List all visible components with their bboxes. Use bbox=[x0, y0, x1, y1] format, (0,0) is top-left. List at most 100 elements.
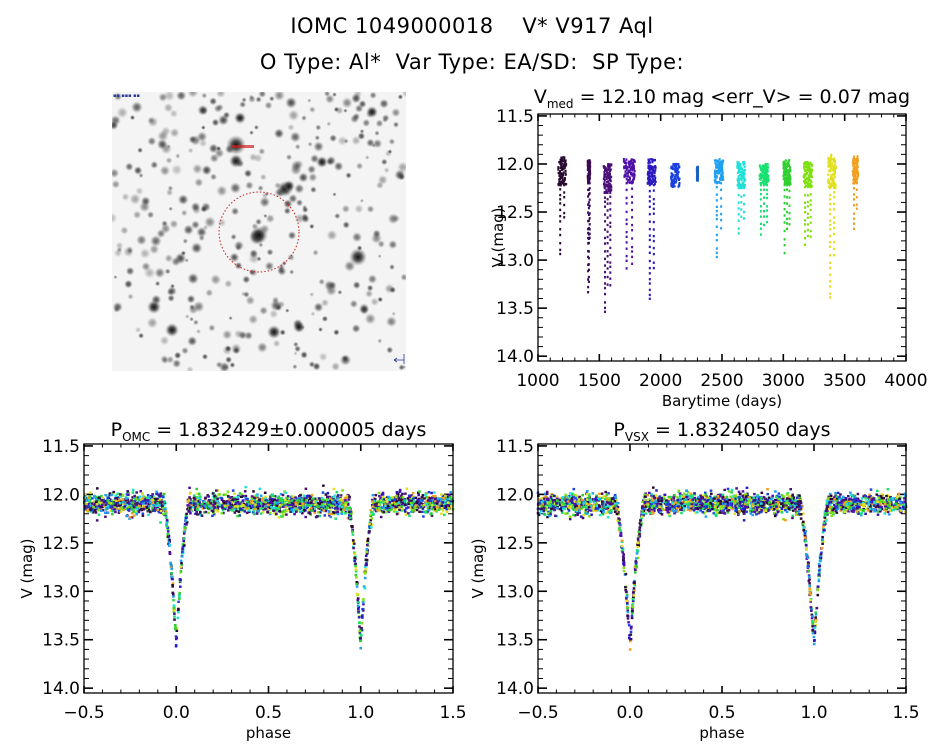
x-tick-label: 1.5 bbox=[892, 703, 919, 723]
data-point bbox=[198, 492, 201, 495]
data-point bbox=[675, 168, 678, 172]
field-star bbox=[264, 101, 273, 110]
data-point bbox=[119, 510, 123, 513]
data-point bbox=[400, 499, 403, 502]
data-point bbox=[397, 504, 400, 508]
data-point bbox=[829, 292, 832, 295]
data-point bbox=[140, 501, 143, 504]
data-point bbox=[276, 496, 280, 500]
data-point bbox=[743, 217, 745, 220]
data-point bbox=[151, 509, 154, 513]
data-point bbox=[413, 509, 416, 512]
data-point bbox=[831, 180, 834, 184]
data-point bbox=[629, 168, 632, 171]
data-point bbox=[829, 296, 832, 299]
data-point bbox=[562, 156, 565, 159]
data-point bbox=[417, 502, 421, 505]
field-star bbox=[229, 252, 240, 263]
data-point bbox=[329, 506, 332, 509]
data-point bbox=[808, 176, 811, 180]
data-point bbox=[565, 183, 568, 186]
data-point bbox=[734, 498, 738, 502]
field-star bbox=[295, 199, 304, 207]
data-point bbox=[193, 498, 197, 501]
data-point bbox=[408, 495, 412, 498]
data-point bbox=[224, 507, 227, 511]
data-point bbox=[557, 168, 560, 171]
data-point bbox=[737, 184, 740, 187]
field-star bbox=[307, 164, 317, 174]
data-point bbox=[829, 280, 832, 283]
data-point bbox=[83, 496, 87, 499]
data-point bbox=[587, 188, 590, 191]
data-point bbox=[766, 205, 769, 208]
data-point bbox=[804, 237, 806, 240]
data-point bbox=[250, 495, 254, 498]
data-point bbox=[100, 505, 103, 509]
data-point bbox=[834, 166, 837, 170]
field-star bbox=[167, 185, 174, 192]
data-point bbox=[244, 498, 248, 501]
data-point bbox=[632, 163, 634, 166]
data-point bbox=[784, 162, 787, 165]
data-point bbox=[715, 205, 718, 208]
data-point bbox=[652, 212, 655, 215]
data-point bbox=[327, 511, 331, 514]
field-star bbox=[222, 111, 231, 119]
data-point bbox=[783, 182, 786, 185]
aperture-circle bbox=[218, 191, 300, 273]
data-point bbox=[696, 178, 699, 182]
data-point bbox=[559, 228, 562, 231]
data-point bbox=[563, 191, 566, 194]
data-point bbox=[98, 507, 102, 510]
data-point bbox=[648, 200, 651, 203]
data-point bbox=[371, 511, 375, 514]
data-point bbox=[604, 236, 606, 240]
data-point bbox=[285, 513, 288, 516]
data-point bbox=[563, 156, 566, 159]
data-point bbox=[344, 499, 347, 502]
data-point bbox=[379, 499, 382, 503]
data-point bbox=[289, 510, 292, 513]
data-point bbox=[677, 170, 680, 174]
field-star bbox=[301, 214, 310, 224]
data-point bbox=[141, 497, 145, 500]
data-point bbox=[436, 507, 439, 510]
data-point bbox=[414, 496, 418, 499]
data-point bbox=[448, 504, 451, 507]
field-star bbox=[343, 108, 348, 113]
field-star bbox=[337, 135, 348, 147]
field-star bbox=[209, 153, 220, 163]
data-point bbox=[259, 512, 263, 515]
field-star bbox=[149, 235, 162, 247]
y-tick-label: 11.5 bbox=[496, 437, 534, 457]
data-point bbox=[829, 273, 832, 276]
data-point bbox=[366, 539, 369, 542]
data-point bbox=[715, 225, 718, 228]
data-point bbox=[828, 180, 831, 183]
data-point bbox=[807, 179, 810, 182]
data-point bbox=[784, 170, 786, 173]
data-point bbox=[236, 497, 240, 501]
data-point bbox=[606, 209, 609, 212]
data-point bbox=[737, 181, 740, 184]
data-point bbox=[324, 509, 327, 513]
data-point bbox=[111, 502, 115, 505]
data-point bbox=[403, 508, 407, 512]
field-star bbox=[172, 358, 182, 369]
data-point bbox=[804, 161, 807, 164]
data-point bbox=[560, 166, 563, 169]
data-point bbox=[631, 216, 634, 219]
data-point bbox=[647, 170, 650, 174]
data-point bbox=[120, 506, 123, 509]
data-point bbox=[766, 192, 769, 196]
data-point bbox=[280, 499, 284, 502]
data-point bbox=[159, 502, 163, 506]
field-star bbox=[164, 253, 174, 263]
data-point bbox=[736, 161, 739, 164]
field-star bbox=[321, 315, 329, 322]
data-point bbox=[587, 250, 590, 253]
data-point bbox=[283, 502, 287, 505]
data-point bbox=[827, 161, 830, 165]
data-point bbox=[696, 172, 699, 175]
